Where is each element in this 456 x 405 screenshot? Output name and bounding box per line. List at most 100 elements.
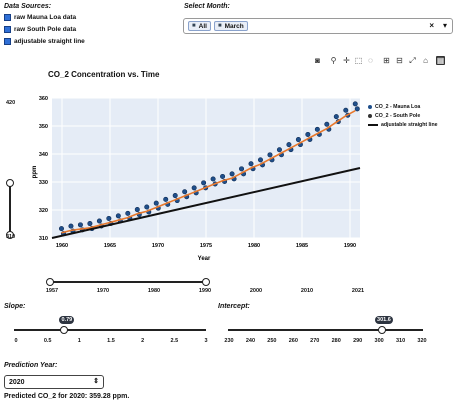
chevron-down-icon[interactable]: ▾: [442, 21, 447, 30]
prediction-year-title: Prediction Year:: [4, 362, 58, 369]
data-point: [191, 185, 197, 191]
x-tick-label: 1970: [152, 243, 164, 249]
x-range-slider-track[interactable]: [50, 281, 205, 283]
data-point: [125, 210, 131, 216]
x-range-tick-label: 2000: [249, 288, 263, 294]
chip-label: All: [198, 22, 207, 30]
slope-tick-label: 1: [77, 338, 81, 344]
data-point: [210, 176, 216, 182]
intercept-tick-label: 240: [245, 338, 256, 344]
data-point: [248, 161, 254, 167]
data-point: [295, 137, 301, 143]
slope-title: Slope:: [4, 303, 26, 310]
x-range-handle-right[interactable]: [202, 278, 210, 286]
series-line: [61, 110, 356, 234]
month-multiselect[interactable]: ■ All ■ March × ▾: [183, 18, 453, 34]
prediction-year-value: 2020: [9, 378, 25, 386]
box-select-icon[interactable]: ⬚: [354, 56, 363, 65]
x-axis-label: Year: [198, 256, 211, 262]
checkbox-label: adjustable straight line: [14, 38, 85, 45]
data-point: [286, 142, 292, 148]
legend-item[interactable]: adjustable straight line: [368, 122, 450, 128]
legend-item[interactable]: CO_2 - South Pole: [368, 113, 420, 119]
spinner-icon[interactable]: ⇕: [93, 378, 99, 385]
data-point: [87, 221, 93, 227]
data-point: [354, 106, 360, 112]
y-range-handle-bottom[interactable]: [6, 231, 14, 239]
legend-label: CO_2 - South Pole: [375, 113, 421, 119]
slope-slider-track[interactable]: [14, 329, 206, 331]
intercept-tick-label: 290: [353, 338, 363, 344]
slope-tick-label: 1.5: [107, 338, 115, 344]
legend-marker: [368, 114, 372, 118]
y-tick-label: 350: [39, 124, 48, 130]
data-point: [153, 200, 159, 206]
slope-tick-label: 2.5: [170, 338, 179, 344]
intercept-slider-handle[interactable]: [378, 326, 387, 334]
data-point: [239, 166, 245, 172]
chip-remove-icon[interactable]: ■: [192, 23, 196, 29]
zoom-out-icon[interactable]: ⊟: [396, 56, 403, 65]
series: [51, 101, 361, 239]
checkbox-straight-line[interactable]: adjustable straight line: [4, 38, 85, 45]
checkbox-label: raw South Pole data: [14, 26, 77, 33]
slope-slider-handle[interactable]: [60, 326, 69, 334]
plotly-logo-icon[interactable]: ▦: [436, 56, 445, 65]
camera-icon[interactable]: ◙: [315, 56, 320, 65]
data-point: [172, 193, 178, 199]
select-month-title: Select Month:: [184, 3, 230, 10]
checkbox-mauna-loa[interactable]: raw Mauna Loa data: [4, 14, 76, 21]
slope-tick-label: 2: [141, 338, 145, 344]
intercept-tick-label: 260: [288, 338, 298, 344]
series-line: [51, 167, 361, 239]
zoom-in-icon[interactable]: ⊞: [383, 56, 390, 65]
legend-item[interactable]: CO_2 - Mauna Loa: [368, 104, 420, 110]
y-range-handle-top[interactable]: [6, 179, 14, 187]
data-point: [352, 101, 358, 107]
checkbox-icon[interactable]: [4, 26, 11, 33]
lasso-icon[interactable]: ◌: [368, 56, 373, 65]
chip-march[interactable]: ■ March: [214, 21, 248, 31]
checkbox-icon[interactable]: [4, 14, 11, 21]
clear-icon[interactable]: ×: [429, 21, 434, 30]
prediction-result: Predicted CO_2 for 2020: 359.28 ppm.: [4, 393, 130, 400]
prediction-year-input[interactable]: 2020 ⇕: [4, 375, 104, 389]
y-tick-label: 320: [39, 208, 48, 214]
intercept-slider-track[interactable]: [228, 329, 423, 331]
data-point: [77, 222, 83, 228]
reset-axes-icon[interactable]: ⌂: [423, 56, 428, 65]
y-range-bottom-label: 310: [6, 234, 16, 240]
intercept-tick-label: 270: [310, 338, 320, 344]
x-range-tick-label: 1957: [45, 288, 59, 294]
chip-remove-icon[interactable]: ■: [218, 23, 222, 29]
y-range-slider-track[interactable]: [9, 183, 11, 235]
data-point: [201, 180, 207, 186]
x-tick-label: 1990: [344, 243, 356, 249]
data-point: [324, 121, 330, 127]
y-tick-label: 340: [39, 152, 48, 158]
intercept-tick-label: 300: [374, 338, 384, 344]
x-tick-label: 1985: [296, 243, 308, 249]
legend-marker: [368, 105, 372, 109]
chip-label: March: [224, 22, 244, 30]
intercept-tick-label: 250: [267, 338, 277, 344]
y-axis-label: ppm: [32, 166, 38, 179]
autoscale-icon[interactable]: ⤢: [409, 56, 416, 65]
intercept-title: Intercept:: [218, 303, 250, 310]
data-point: [333, 114, 339, 120]
data-point: [163, 196, 169, 202]
intercept-value-badge: 301.6: [375, 316, 393, 324]
pan-icon[interactable]: ✛: [343, 56, 350, 65]
x-tick-label: 1965: [104, 243, 116, 249]
data-point: [276, 147, 282, 153]
checkbox-icon[interactable]: [4, 38, 11, 45]
checkbox-south-pole[interactable]: raw South Pole data: [4, 26, 76, 33]
intercept-tick-label: 310: [395, 338, 406, 344]
zoom-icon[interactable]: ⚲: [330, 56, 337, 65]
chip-all[interactable]: ■ All: [188, 21, 211, 31]
x-range-handle-left[interactable]: [46, 278, 54, 286]
data-point: [229, 171, 235, 177]
intercept-tick-label: 320: [417, 338, 427, 344]
data-point: [58, 226, 64, 232]
